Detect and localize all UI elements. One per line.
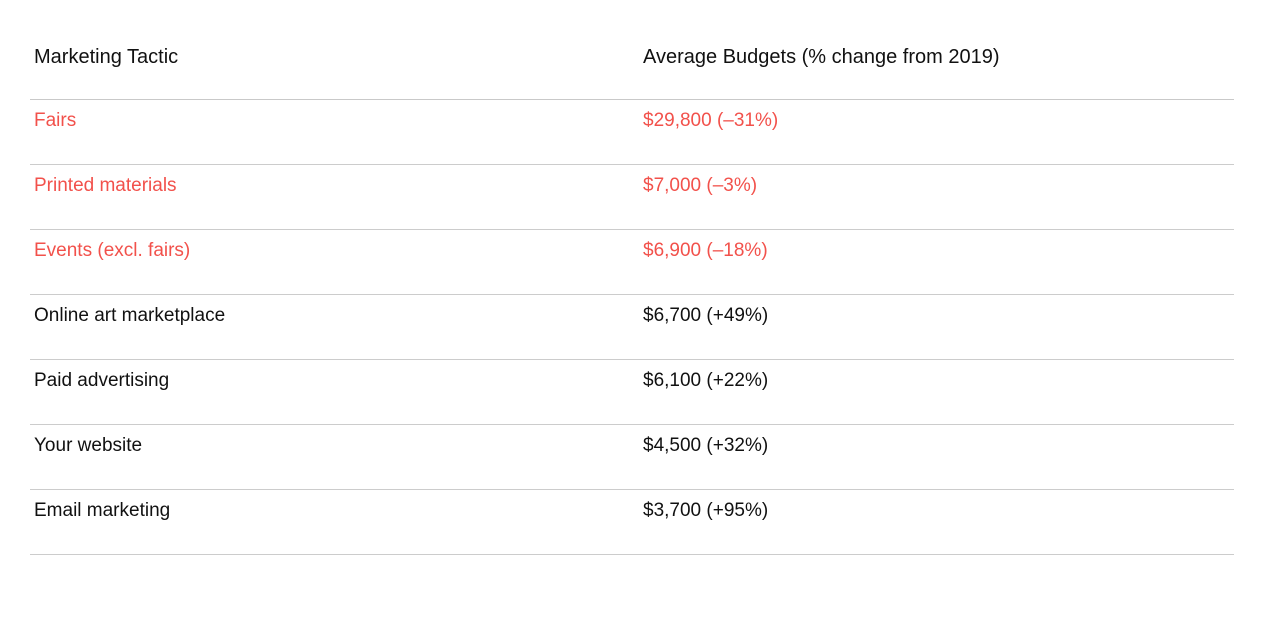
budget-cell: $6,900 (–18%)	[643, 240, 768, 261]
column-header-marketing-tactic: Marketing Tactic	[34, 46, 179, 68]
table-body: Fairs $29,800 (–31%) Printed materials $…	[30, 100, 1234, 555]
table-row: Paid advertising $6,100 (+22%)	[30, 360, 1234, 425]
tactic-cell: Email marketing	[34, 500, 171, 521]
tactic-cell: Printed materials	[34, 175, 177, 196]
budget-cell: $7,000 (–3%)	[643, 175, 758, 196]
tactic-cell: Online art marketplace	[34, 305, 226, 326]
tactic-cell: Events (excl. fairs)	[34, 240, 191, 261]
tactic-cell: Your website	[34, 435, 143, 456]
table-row: Printed materials $7,000 (–3%)	[30, 165, 1234, 230]
table-row: Fairs $29,800 (–31%)	[30, 100, 1234, 165]
budget-cell: $6,100 (+22%)	[643, 370, 769, 391]
budget-cell: $4,500 (+32%)	[643, 435, 769, 456]
table-header-row: Marketing Tactic Average Budgets (% chan…	[30, 0, 1234, 100]
tactic-cell: Fairs	[34, 110, 77, 131]
budget-cell: $6,700 (+49%)	[643, 305, 769, 326]
marketing-budget-table: Marketing Tactic Average Budgets (% chan…	[30, 0, 1234, 555]
table-row: Events (excl. fairs) $6,900 (–18%)	[30, 230, 1234, 295]
budget-cell: $3,700 (+95%)	[643, 500, 769, 521]
tactic-cell: Paid advertising	[34, 370, 170, 391]
column-header-average-budgets: Average Budgets (% change from 2019)	[643, 46, 1000, 68]
table-row: Your website $4,500 (+32%)	[30, 425, 1234, 490]
budget-cell: $29,800 (–31%)	[643, 110, 779, 131]
table-row: Email marketing $3,700 (+95%)	[30, 490, 1234, 555]
table-row: Online art marketplace $6,700 (+49%)	[30, 295, 1234, 360]
